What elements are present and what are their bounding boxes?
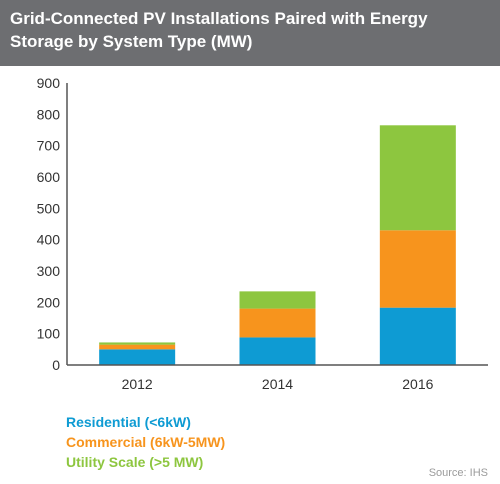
- y-tick-label: 500: [37, 200, 61, 216]
- legend-item-utility: Utility Scale (>5 MW): [66, 454, 204, 470]
- x-tick-label: 2016: [402, 376, 433, 392]
- y-tick-label: 900: [37, 75, 61, 91]
- chart-title: Grid-Connected PV Installations Paired w…: [10, 9, 428, 51]
- y-tick-label: 300: [37, 263, 61, 279]
- y-tick-label: 100: [37, 326, 61, 342]
- y-tick-label: 600: [37, 169, 61, 185]
- y-tick-label: 400: [37, 232, 61, 248]
- y-tick-label: 700: [37, 138, 61, 154]
- bar-2016-1: [379, 230, 456, 308]
- x-tick-label: 2012: [122, 376, 153, 392]
- y-tick-label: 800: [37, 106, 61, 122]
- source-note: Source: IHS: [428, 467, 488, 479]
- chart-header: Grid-Connected PV Installations Paired w…: [0, 0, 500, 66]
- stacked-bar-chart: 0 100 200 300 400 500 600 700 800 900 2012 2014 2016: [37, 75, 488, 392]
- bar-2012-0: [99, 349, 176, 365]
- bar-2014-2: [239, 291, 316, 309]
- bar-2016-2: [379, 125, 456, 231]
- x-tick-label: 2014: [262, 376, 293, 392]
- bar-2012-1: [99, 344, 176, 350]
- bar-2012-2: [99, 342, 176, 345]
- legend-item-residential: Residential (<6kW): [66, 414, 191, 430]
- bar-2014-1: [239, 308, 316, 338]
- legend-item-commercial: Commercial (6kW-5MW): [66, 434, 226, 450]
- bar-2014-0: [239, 337, 316, 365]
- y-tick-label: 200: [37, 294, 61, 310]
- chart-legend: Residential (<6kW) Commercial (6kW-5MW) …: [66, 412, 225, 472]
- bar-2016-0: [379, 307, 456, 365]
- y-tick-label: 0: [52, 357, 60, 373]
